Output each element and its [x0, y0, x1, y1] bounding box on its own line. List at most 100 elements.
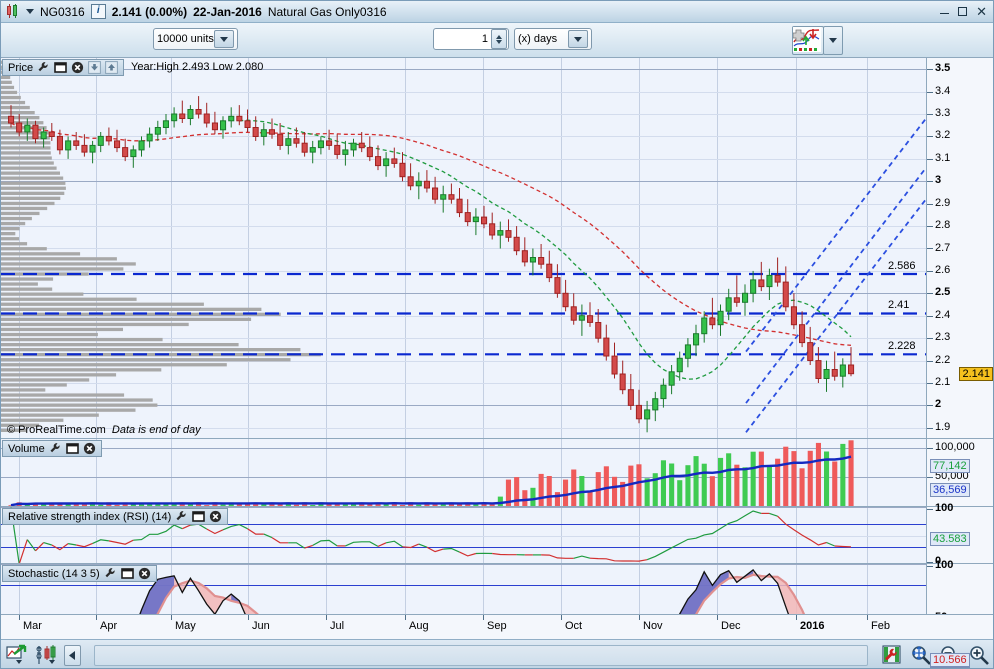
units-dropdown[interactable]: 10000 units	[153, 28, 238, 50]
price-tick-label: 3.5	[935, 62, 951, 75]
close-icon[interactable]	[71, 61, 84, 74]
price-tick-label: 1.9	[935, 420, 951, 433]
rsi-panel-header[interactable]: Relative strength index (RSI) (14)	[2, 508, 229, 525]
stochastic-panel-header[interactable]: Stochastic (14 3 5)	[2, 565, 157, 582]
axis-tick	[927, 69, 933, 70]
instrument-label: Natural Gas Only0316	[267, 4, 387, 19]
rsi-panel-title: Relative strength index (RSI) (14)	[8, 510, 172, 523]
gridline-vertical	[19, 439, 20, 506]
maximize-button[interactable]	[958, 6, 968, 17]
window-icon[interactable]	[65, 442, 79, 455]
wrench-icon[interactable]	[175, 510, 188, 523]
axis-tick	[927, 92, 933, 93]
price-tick-label: 2	[935, 398, 942, 411]
gridline-horizontal	[1, 383, 926, 384]
volume-plot[interactable]	[1, 439, 926, 506]
gridline-horizontal	[1, 271, 926, 272]
gridline-horizontal	[1, 226, 926, 227]
stochastic-hidden-tag: 13.456	[930, 666, 970, 668]
period-value: 1	[481, 33, 488, 45]
wrench-icon[interactable]	[37, 61, 50, 74]
chevron-down-icon[interactable]	[568, 30, 588, 48]
rsi-tick-label: 0	[935, 555, 942, 567]
axis-tick	[927, 293, 933, 294]
gridline-horizontal	[1, 585, 926, 586]
watermark-note: Data is end of day	[111, 424, 201, 436]
close-button[interactable]: ✕	[976, 3, 987, 19]
move-down-icon[interactable]	[88, 61, 101, 74]
period-unit-dropdown[interactable]: (x) days	[514, 28, 592, 50]
gridline-horizontal	[1, 181, 926, 182]
gridline-vertical	[171, 507, 172, 563]
axis-tick	[927, 114, 933, 115]
scroll-left-button[interactable]	[64, 644, 81, 666]
chart-settings-icon[interactable]	[881, 644, 903, 666]
gridline-horizontal	[1, 361, 926, 362]
wrench-icon[interactable]	[49, 442, 62, 455]
minimize-button[interactable]	[940, 7, 950, 17]
date-tick-label: Dec	[721, 620, 741, 632]
gridline-horizontal	[1, 448, 926, 449]
window-icon[interactable]	[192, 510, 206, 523]
add-indicator-button[interactable]	[792, 26, 824, 55]
wrench-icon[interactable]	[104, 567, 117, 580]
year-info-label: Year:High 2.493 Low 2.080	[131, 61, 264, 73]
axis-tick	[927, 181, 933, 182]
chevron-down-icon[interactable]	[26, 9, 34, 14]
export-chart-icon[interactable]	[6, 644, 28, 666]
axis-tick	[927, 226, 933, 227]
info-icon[interactable]: i	[90, 4, 106, 19]
gridline-vertical	[326, 439, 327, 506]
axis-tick	[927, 316, 933, 317]
period-stepper[interactable]: 1	[433, 28, 509, 50]
date-axis[interactable]: Mar Apr May Jun Jul Aug Sep Oct Nov Dec 2016 Feb	[1, 614, 993, 639]
window-icon[interactable]	[54, 61, 67, 74]
zoom-in-icon[interactable]	[968, 644, 990, 666]
chart-type-icon[interactable]	[35, 644, 57, 666]
gridline-vertical	[248, 439, 249, 506]
volume-panel-title: Volume	[8, 442, 45, 455]
status-bar	[1, 639, 993, 668]
close-icon[interactable]	[83, 442, 96, 455]
rsi-axis[interactable]: 43.583 100 0	[926, 502, 993, 567]
stepper-arrows-icon[interactable]	[491, 29, 507, 49]
move-up-icon[interactable]	[105, 61, 118, 74]
gridline-horizontal	[1, 69, 926, 70]
volume-panel-header[interactable]: Volume	[2, 440, 102, 457]
gridline-vertical	[326, 507, 327, 563]
volume-axis[interactable]: 77,142 36,569 100,000 50,000	[926, 439, 993, 506]
chevron-down-icon[interactable]	[214, 30, 234, 48]
units-value: 10000 units	[157, 33, 214, 45]
date-tick-label: Jun	[252, 620, 270, 632]
date-tick	[326, 615, 327, 620]
rsi-panel: 43.583 100 0 Relative strength index (RSI…	[1, 502, 993, 567]
gridline-vertical	[796, 507, 797, 563]
price-tick-label: 2.9	[935, 196, 951, 209]
candlestick-series	[8, 96, 855, 433]
date-tick-label: Nov	[643, 620, 663, 632]
price-panel-title: Price	[8, 61, 34, 74]
price-plot[interactable]: 2.586 2.41 2.228	[1, 58, 926, 438]
window-icon[interactable]	[120, 567, 134, 580]
axis-tick	[927, 477, 933, 478]
chart-area: 2.586 2.41 2.228 2.141 3.5 3.4 3.3 3.2 3.1 3 2.9…	[1, 57, 993, 668]
volume-value-tag: 77,142	[930, 459, 970, 473]
price-panel-header[interactable]: Price	[2, 59, 125, 76]
gridline-vertical	[171, 439, 172, 506]
toolbar: 10000 units 1 (x) days	[1, 23, 993, 58]
close-icon[interactable]	[209, 510, 222, 523]
price-tick-label: 3.1	[935, 151, 951, 164]
symbol-label: NG0316	[40, 4, 85, 19]
price-axis[interactable]: 2.141 3.5 3.4 3.3 3.2 3.1 3 2.9 2.8 2.7 2.6 2.5 2.4…	[926, 58, 993, 438]
gridline-vertical	[96, 439, 97, 506]
scrollbar-track[interactable]	[94, 644, 868, 666]
price-tick-label: 2.3	[935, 331, 951, 344]
zoom-fit-icon[interactable]	[910, 644, 932, 666]
date-tick-label: Mar	[23, 620, 42, 632]
gridline-horizontal	[1, 338, 926, 339]
date-label: 22-Jan-2016	[193, 4, 262, 19]
volume-panel: 77,142 36,569 100,000 50,000 Volume	[1, 438, 993, 506]
close-icon[interactable]	[138, 567, 151, 580]
indicator-dropdown-button[interactable]	[823, 26, 843, 55]
